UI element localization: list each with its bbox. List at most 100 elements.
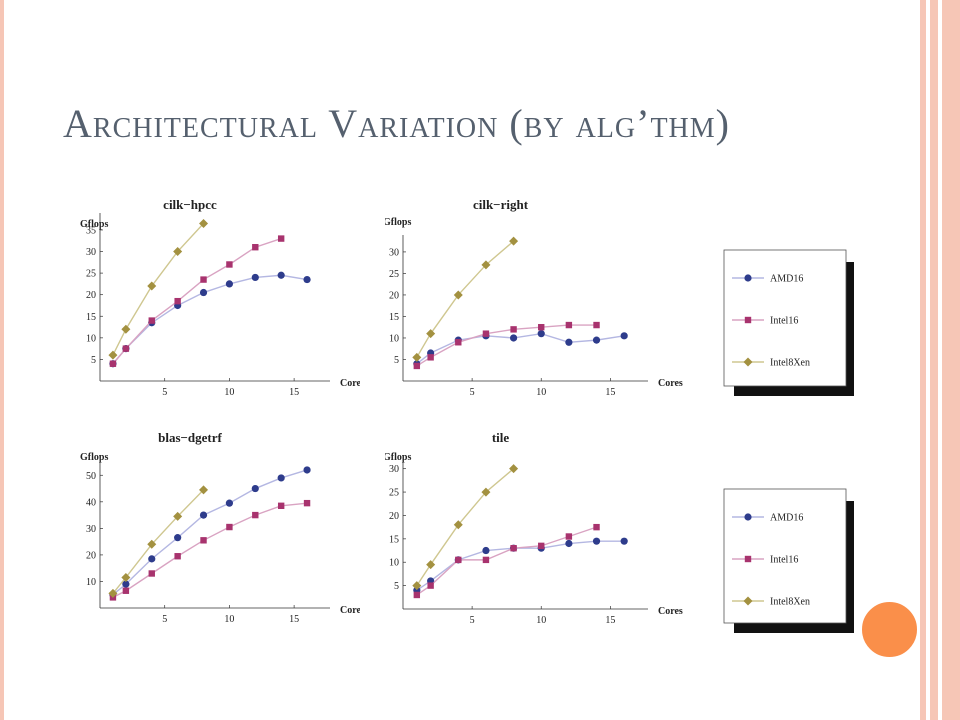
series-intel16 — [109, 235, 285, 367]
data-point — [226, 261, 233, 268]
data-point — [225, 280, 234, 288]
data-point — [199, 511, 208, 519]
data-point — [565, 338, 573, 346]
data-point — [252, 244, 259, 251]
data-point — [413, 591, 421, 599]
y-tick-label: 25 — [389, 488, 399, 499]
x-tick-label: 5 — [470, 615, 475, 626]
data-point — [412, 352, 422, 362]
y-tick-label: 35 — [86, 225, 96, 236]
y-tick-label: 5 — [91, 355, 96, 366]
legend-label: Intel8Xen — [770, 597, 810, 608]
x-tick-label: 10 — [536, 387, 546, 398]
y-tick-label: 50 — [86, 471, 96, 482]
y-tick-label: 20 — [86, 550, 96, 561]
chart-title: blas−dgetrf — [158, 430, 222, 445]
data-point — [565, 533, 573, 540]
data-point — [537, 330, 545, 338]
y-tick-label: 20 — [389, 290, 399, 301]
data-point — [148, 317, 155, 324]
legend-marker — [744, 274, 752, 282]
legend-label: AMD16 — [770, 513, 803, 524]
chart-tile: tile Gflops Cores 5 10 15 5 10 15 20 25 30 — [385, 430, 683, 626]
data-point — [148, 570, 155, 577]
legend-marker — [744, 513, 752, 521]
data-point — [593, 523, 600, 531]
data-point — [251, 273, 259, 282]
data-point — [173, 511, 183, 521]
y-tick-label: 40 — [86, 497, 96, 508]
chart-blas-dgetrf: blas−dgetrf Gflops Cores 5 10 15 10 20 30 40 50 — [80, 430, 360, 625]
data-point — [173, 247, 183, 257]
y-tick-label: 10 — [86, 333, 96, 344]
data-point — [482, 546, 490, 555]
decor-stripe — [920, 0, 926, 720]
data-point — [481, 487, 491, 497]
y-tick-label: 30 — [86, 247, 96, 258]
data-point — [174, 297, 181, 305]
data-point — [593, 321, 600, 329]
x-tick-label: 15 — [289, 614, 299, 625]
legend-top: AMD16 Intel16 Intel8Xen — [723, 249, 854, 396]
data-point — [277, 502, 285, 509]
data-point — [199, 288, 208, 297]
data-point — [147, 281, 157, 291]
legend-frame — [723, 249, 847, 387]
series-line — [416, 332, 625, 365]
data-point — [538, 324, 545, 331]
y-tick-label: 15 — [389, 534, 399, 545]
series-line — [416, 526, 597, 596]
data-point — [592, 336, 601, 344]
decor-stripe — [942, 0, 960, 720]
data-point — [225, 499, 234, 507]
data-point — [427, 354, 434, 361]
data-point — [509, 464, 519, 474]
data-point — [592, 537, 601, 545]
y-tick-label: 30 — [389, 247, 399, 258]
data-point — [481, 260, 491, 270]
x-tick-label: 10 — [224, 387, 234, 398]
chart-title: tile — [492, 430, 510, 445]
x-tick-label: 5 — [470, 387, 475, 398]
y-tick-label: 15 — [389, 312, 399, 323]
data-point — [200, 276, 207, 283]
legend-marker — [743, 357, 753, 367]
data-point — [510, 544, 517, 552]
y-tick-label: 5 — [394, 355, 399, 366]
left-border — [0, 0, 4, 720]
data-point — [482, 330, 490, 337]
x-axis-label: Cores — [340, 378, 360, 389]
chart-cilk-hpcc: cilk−hpcc Gflops Cores 5 10 15 5 10 15 20 25 30 35 — [80, 197, 360, 398]
data-point — [199, 218, 209, 228]
legend-label: Intel16 — [770, 555, 798, 566]
data-point — [482, 556, 490, 564]
slide-title: Architectural Variation (by alg’thm) — [63, 101, 730, 146]
x-tick-label: 5 — [162, 614, 167, 625]
legend-marker — [744, 316, 752, 324]
data-point — [147, 539, 157, 549]
data-point — [148, 555, 156, 563]
series-amd16 — [109, 271, 311, 368]
data-point — [174, 534, 182, 542]
legend-marker — [744, 555, 752, 563]
legend-label: Intel16 — [770, 316, 798, 327]
y-axis-label: Gflops — [80, 219, 108, 230]
series-intel8xen — [108, 485, 209, 598]
data-point — [565, 539, 573, 548]
y-axis-label: Gflops — [80, 452, 108, 463]
x-tick-label: 15 — [289, 387, 299, 398]
y-tick-label: 5 — [394, 581, 399, 592]
chart-title: cilk−right — [473, 197, 529, 212]
series-line — [112, 222, 205, 356]
data-point — [122, 580, 130, 588]
data-point — [565, 321, 573, 329]
series-intel16 — [109, 499, 311, 601]
data-point — [122, 345, 130, 352]
y-tick-label: 15 — [86, 312, 96, 323]
data-point — [509, 334, 518, 342]
series-amd16 — [109, 466, 311, 599]
legend-label: AMD16 — [770, 274, 803, 285]
series-line — [416, 324, 597, 367]
series-intel16 — [413, 321, 600, 370]
data-point — [538, 542, 545, 550]
